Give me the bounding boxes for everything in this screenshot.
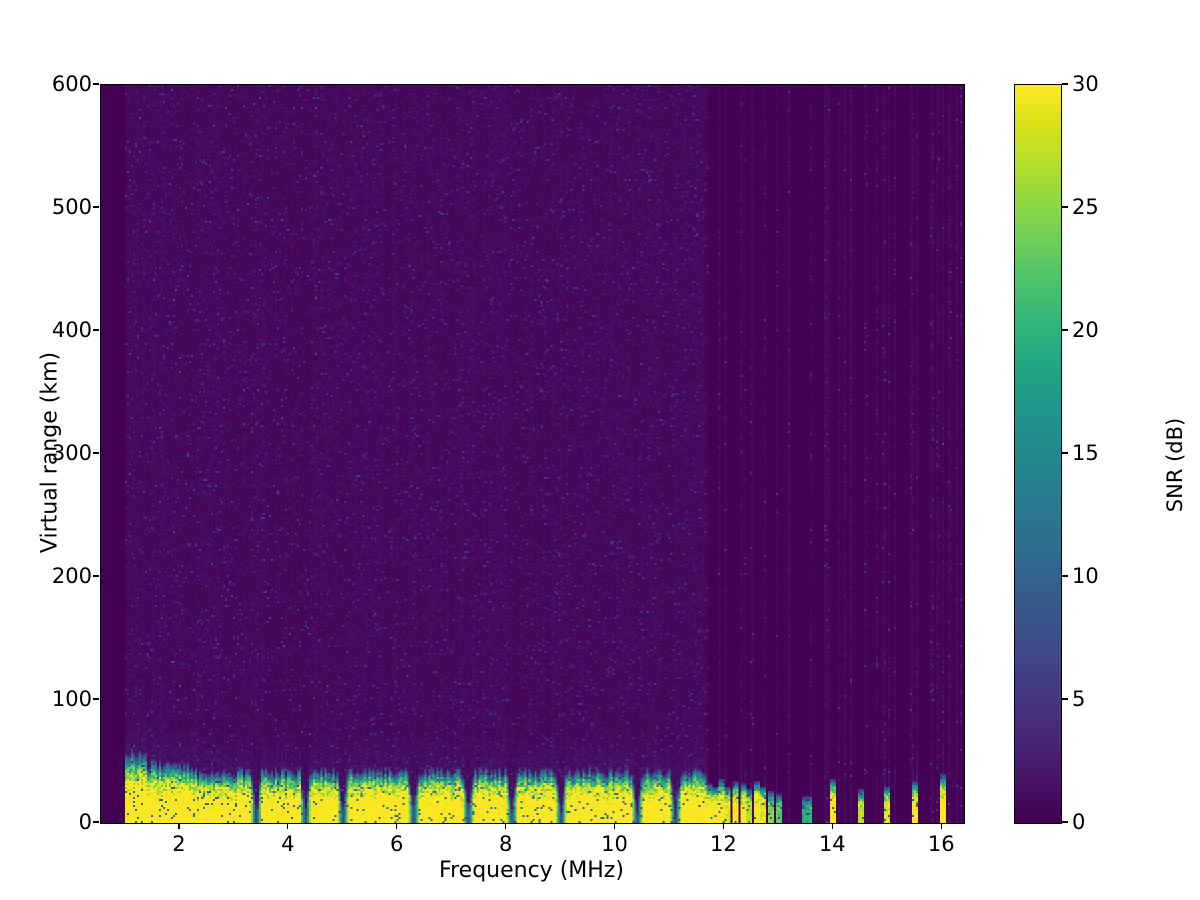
x-tick-mark	[504, 823, 507, 829]
colorbar-tick-label: 20	[1072, 318, 1099, 342]
colorbar-label: SNR (dB)	[1163, 417, 1187, 513]
x-tick-mark	[178, 823, 180, 829]
colorbar-tick-mark	[1062, 575, 1068, 577]
colorbar-tick-label: 10	[1072, 564, 1099, 588]
x-tick-mark	[831, 823, 833, 829]
x-tick-mark	[396, 823, 398, 829]
y-tick-label: 500	[51, 195, 92, 219]
x-tick-label: 8	[498, 832, 513, 856]
colorbar	[1014, 84, 1062, 824]
x-tick-label: 16	[927, 832, 955, 856]
plot-area	[100, 84, 965, 824]
x-axis-label: Frequency (MHz)	[439, 858, 624, 883]
y-tick-mark	[93, 575, 99, 577]
x-tick-mark	[613, 823, 616, 829]
y-tick-mark	[93, 206, 99, 208]
x-tick-mark	[722, 823, 725, 829]
colorbar-tick-label: 0	[1072, 810, 1086, 834]
y-tick-mark	[93, 83, 99, 85]
ionogram-heatmap	[101, 85, 964, 823]
colorbar-tick-label: 30	[1072, 72, 1099, 96]
colorbar-tick-mark	[1062, 698, 1068, 700]
y-tick-label: 600	[51, 72, 92, 96]
x-tick-label: 4	[281, 832, 295, 856]
y-axis-tick-labels: 0 100 200 300 400 500 600	[0, 0, 92, 900]
colorbar-tick-mark	[1062, 821, 1068, 823]
x-tick-mark	[287, 823, 289, 829]
colorbar-tick-mark	[1062, 206, 1068, 208]
x-tick-label: 10	[601, 832, 628, 856]
colorbar-tick-mark	[1062, 452, 1068, 454]
x-tick-label: 14	[818, 832, 846, 856]
y-tick-mark	[93, 329, 99, 331]
colorbar-gradient	[1015, 85, 1061, 823]
colorbar-tick-mark	[1062, 329, 1068, 331]
y-tick-label: 200	[51, 564, 92, 588]
x-tick-mark	[940, 823, 942, 829]
x-tick-label: 2	[172, 832, 186, 856]
y-tick-mark	[93, 821, 99, 823]
y-tick-mark	[93, 452, 99, 454]
x-tick-label: 12	[710, 832, 737, 856]
x-tick-label: 6	[390, 832, 404, 856]
y-tick-label: 0	[78, 810, 92, 834]
colorbar-tick-mark	[1062, 83, 1068, 85]
colorbar-tick-label: 15	[1072, 441, 1099, 465]
y-tick-label: 300	[51, 441, 92, 465]
y-tick-mark	[93, 698, 99, 700]
y-axis-label: Virtual range (km)	[37, 351, 63, 554]
colorbar-tick-label: 25	[1072, 195, 1099, 219]
y-tick-label: 400	[51, 318, 92, 342]
colorbar-tick-label: 5	[1072, 687, 1086, 711]
y-tick-label: 100	[51, 687, 92, 711]
